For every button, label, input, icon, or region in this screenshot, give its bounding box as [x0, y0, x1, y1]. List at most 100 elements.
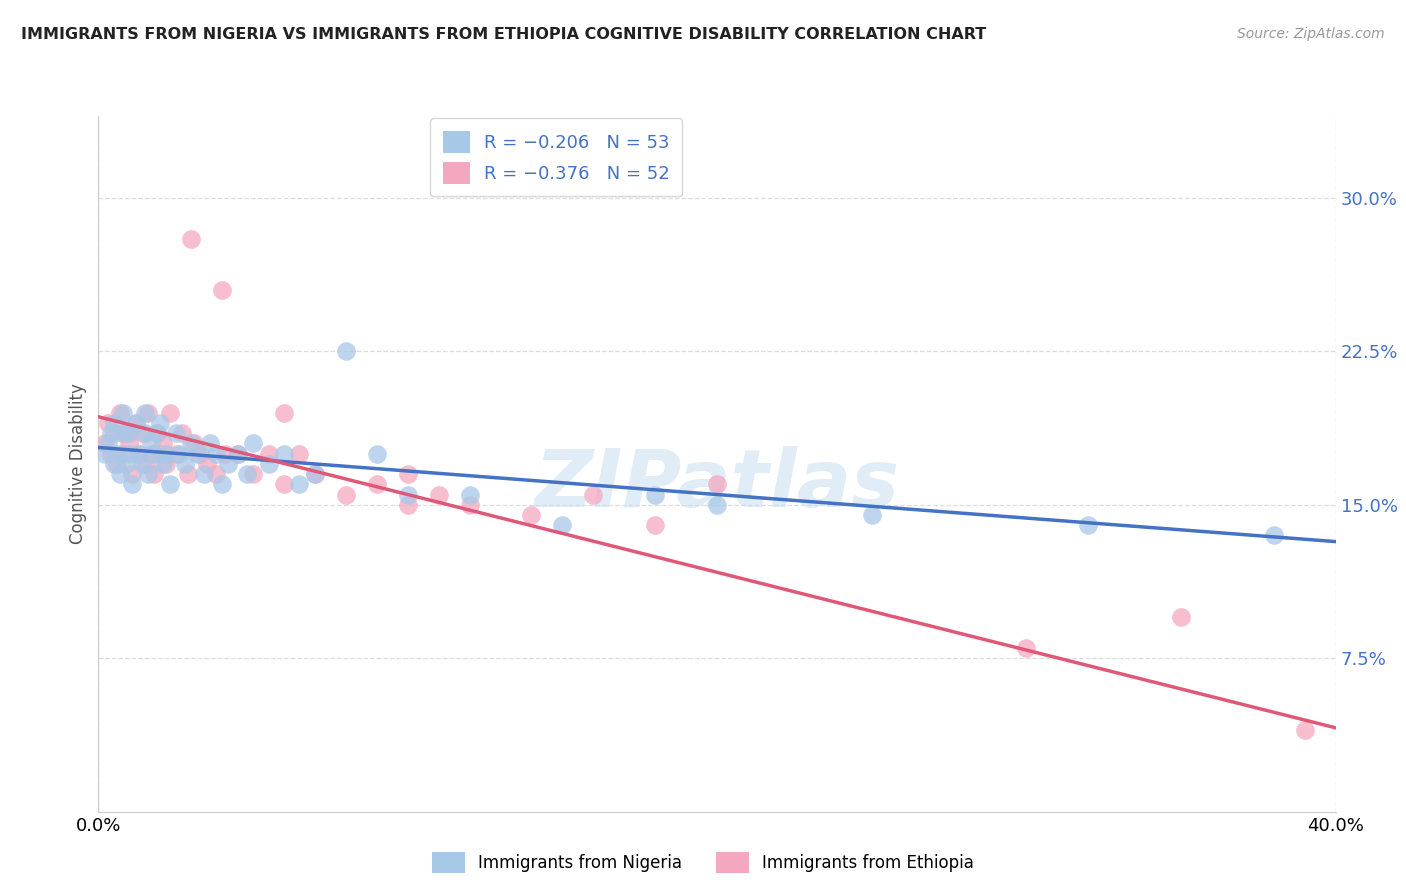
Point	[146, 426, 169, 441]
Point	[366, 447, 388, 461]
Point	[706, 477, 728, 491]
Point	[97, 416, 120, 430]
Point	[183, 436, 205, 450]
Point	[177, 467, 200, 481]
Point	[304, 467, 326, 481]
Y-axis label: Cognitive Disability: Cognitive Disability	[69, 384, 87, 544]
Point	[97, 436, 120, 450]
Point	[1170, 610, 1192, 624]
Point	[103, 416, 125, 430]
Point	[195, 457, 218, 471]
Point	[198, 436, 221, 450]
Point	[159, 477, 181, 491]
Point	[134, 406, 156, 420]
Point	[242, 436, 264, 450]
Point	[458, 498, 481, 512]
Point	[155, 457, 177, 471]
Point	[93, 436, 115, 450]
Point	[190, 447, 212, 461]
Point	[257, 457, 280, 471]
Point	[273, 477, 295, 491]
Point	[134, 426, 156, 441]
Point	[131, 426, 153, 441]
Point	[551, 518, 574, 533]
Point	[396, 467, 419, 481]
Point	[170, 426, 193, 441]
Point	[93, 447, 115, 461]
Point	[205, 447, 228, 461]
Point	[396, 498, 419, 512]
Point	[112, 447, 135, 461]
Point	[121, 467, 143, 481]
Point	[236, 467, 259, 481]
Point	[165, 447, 187, 461]
Point	[139, 447, 162, 461]
Point	[146, 426, 169, 441]
Point	[211, 477, 233, 491]
Point	[112, 406, 135, 420]
Point	[159, 406, 181, 420]
Point	[273, 406, 295, 420]
Point	[288, 447, 311, 461]
Point	[155, 447, 177, 461]
Point	[152, 436, 174, 450]
Point	[149, 447, 172, 461]
Point	[112, 426, 135, 441]
Point	[118, 436, 141, 450]
Point	[860, 508, 883, 522]
Point	[124, 416, 146, 430]
Point	[118, 426, 141, 441]
Point	[105, 457, 128, 471]
Point	[149, 416, 172, 430]
Point	[1015, 640, 1038, 655]
Point	[458, 487, 481, 501]
Point	[136, 406, 159, 420]
Point	[134, 457, 156, 471]
Point	[105, 447, 128, 461]
Point	[644, 487, 666, 501]
Point	[118, 447, 141, 461]
Point	[257, 447, 280, 461]
Point	[520, 508, 543, 522]
Point	[115, 457, 138, 471]
Point	[165, 426, 187, 441]
Point	[121, 477, 143, 491]
Point	[152, 457, 174, 471]
Point	[180, 436, 202, 450]
Point	[139, 436, 162, 450]
Point	[211, 283, 233, 297]
Point	[304, 467, 326, 481]
Point	[193, 467, 215, 481]
Point	[217, 457, 239, 471]
Point	[167, 447, 190, 461]
Point	[242, 467, 264, 481]
Legend: R = −0.206   N = 53, R = −0.376   N = 52: R = −0.206 N = 53, R = −0.376 N = 52	[430, 118, 682, 196]
Point	[396, 487, 419, 501]
Point	[128, 447, 150, 461]
Point	[131, 457, 153, 471]
Legend: Immigrants from Nigeria, Immigrants from Ethiopia: Immigrants from Nigeria, Immigrants from…	[425, 846, 981, 880]
Point	[180, 232, 202, 246]
Point	[273, 447, 295, 461]
Point	[186, 447, 208, 461]
Point	[1077, 518, 1099, 533]
Point	[1263, 528, 1285, 542]
Text: IMMIGRANTS FROM NIGERIA VS IMMIGRANTS FROM ETHIOPIA COGNITIVE DISABILITY CORRELA: IMMIGRANTS FROM NIGERIA VS IMMIGRANTS FR…	[21, 27, 987, 42]
Point	[706, 498, 728, 512]
Point	[335, 487, 357, 501]
Point	[205, 467, 228, 481]
Point	[100, 447, 122, 461]
Text: ZIPatlas: ZIPatlas	[534, 446, 900, 524]
Point	[128, 447, 150, 461]
Point	[214, 447, 236, 461]
Point	[226, 447, 249, 461]
Point	[366, 477, 388, 491]
Point	[644, 518, 666, 533]
Point	[115, 426, 138, 441]
Point	[143, 447, 166, 461]
Point	[335, 344, 357, 359]
Point	[226, 447, 249, 461]
Point	[1294, 723, 1316, 737]
Point	[108, 467, 131, 481]
Point	[103, 457, 125, 471]
